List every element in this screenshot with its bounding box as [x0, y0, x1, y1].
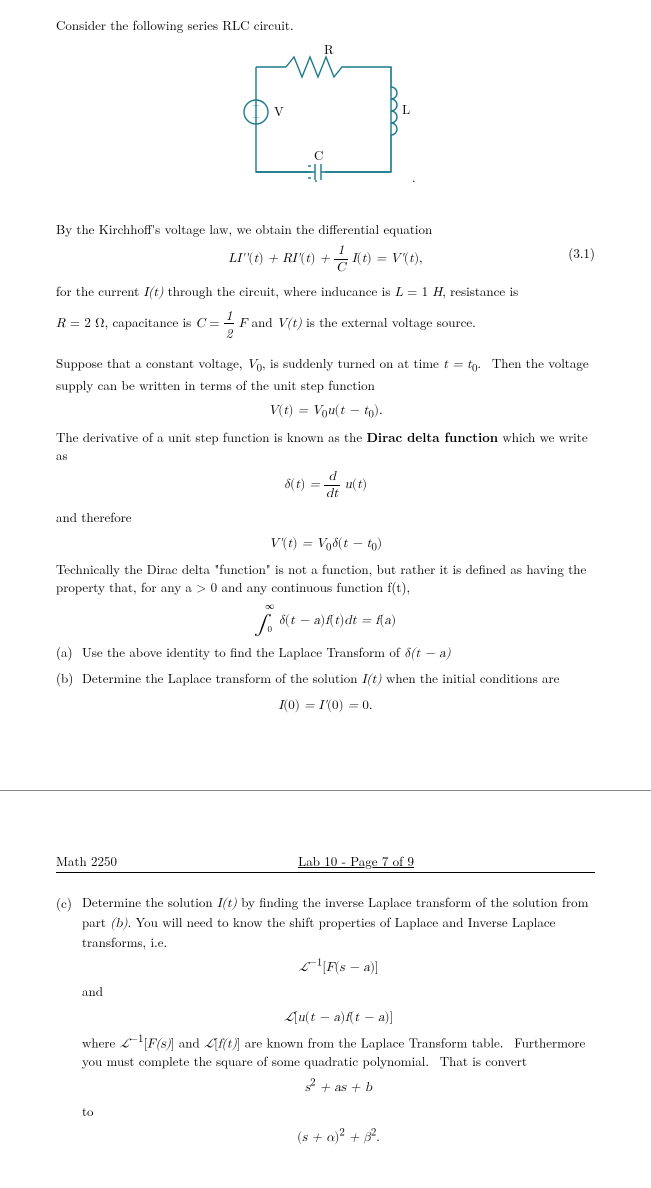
part-a: (a) Use the above identity to find the L…: [56, 642, 595, 662]
page-footer: Math 2250 Lab 10 - Page 7 of 9: [56, 851, 595, 873]
eq-number: (3.1): [568, 243, 595, 262]
part-b-body: Determine the Laplace transform of the s…: [82, 668, 595, 688]
svg-text:.: .: [412, 167, 416, 186]
to-text: to: [82, 1102, 595, 1120]
and-text: and: [82, 982, 595, 1000]
label-V: V: [274, 101, 284, 120]
part-c-text2: where ℒ−1[F(s)] and ℒ[f(t)] are known fr…: [82, 1032, 595, 1070]
eq-quad2: (s + α)2 + β2.: [82, 1126, 595, 1146]
page-divider: [0, 790, 651, 791]
dirac-intro: The derivative of a unit step function i…: [56, 428, 595, 463]
and-therefore: and therefore: [56, 508, 595, 526]
part-a-body: Use the above identity to find the Lapla…: [82, 642, 595, 662]
eq-quad1: s2 + as + b: [82, 1076, 595, 1096]
label-R: R: [324, 42, 334, 58]
kirchhoff-text: By the Kirchhoff's voltage law, we obtai…: [56, 220, 595, 238]
label-C: C: [314, 145, 323, 164]
part-b: (b) Determine the Laplace transform of t…: [56, 668, 595, 688]
dirac-note: Technically the Dirac delta "function" i…: [56, 560, 595, 595]
eq-shift1: ℒ−1[F(s − a)]: [82, 956, 595, 976]
circuit-svg: + − R V: [216, 42, 436, 202]
eq-ic: I(0) = I'(0) = 0.: [56, 694, 595, 714]
eq-delta-def: δ(t) = ddt u(t): [56, 469, 595, 502]
part-c-label: (c): [56, 893, 82, 1151]
eq-shift2: ℒ[u(t − a)f(t − a)]: [82, 1006, 595, 1026]
params-line2: R = 2 Ω, capacitance is C = 12 F and V(t…: [56, 306, 595, 342]
svg-text:−: −: [252, 109, 260, 123]
eq-voltage: V(t) = V0u(t − t0).: [56, 399, 595, 422]
part-c: (c) Determine the solution I(t) by findi…: [56, 893, 595, 1151]
page-2: (c) Determine the solution I(t) by findi…: [0, 893, 651, 1187]
part-c-body: Determine the solution I(t) by finding t…: [82, 893, 595, 1151]
page-1: Consider the following series RLC circui…: [0, 0, 651, 750]
label-L: L: [402, 99, 410, 118]
part-b-label: (b): [56, 668, 82, 688]
intro-text: Consider the following series RLC circui…: [56, 16, 595, 34]
eq-sifting: ∫∞0 δ(t − a)f(t)dt = f(a): [56, 601, 595, 636]
part-a-label: (a): [56, 642, 82, 662]
params-line1: for the current I(t) through the circuit…: [56, 282, 595, 302]
footer-center: Lab 10 - Page 7 of 9: [298, 851, 414, 870]
dirac-bold: Dirac delta function: [366, 427, 498, 446]
circuit-figure: + − R V: [56, 42, 595, 206]
suppose-text: Suppose that a constant voltage, V0, is …: [56, 354, 595, 394]
footer-left: Math 2250: [56, 851, 117, 870]
eq-main: LI''(t) + RI'(t) + 1C I(t) = V'(t), (3.1…: [56, 243, 595, 276]
eq-vprime: V'(t) = V0δ(t − t0): [56, 532, 595, 555]
